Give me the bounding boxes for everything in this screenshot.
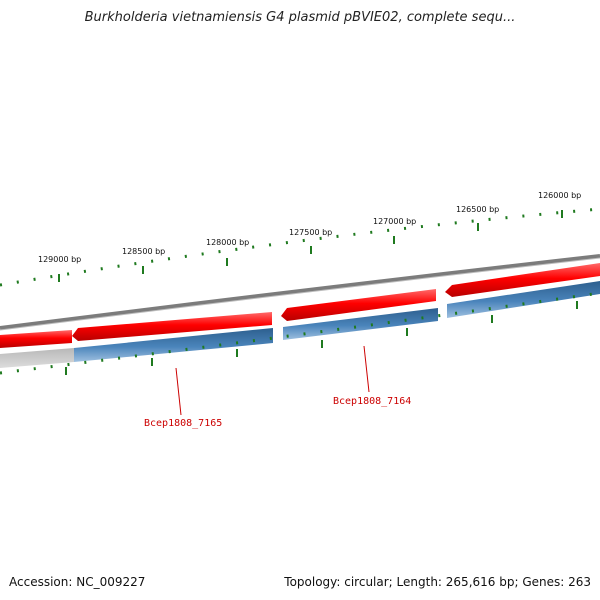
scale-tick-label: 127000 bp xyxy=(373,217,416,226)
reverse-gene-1[interactable] xyxy=(74,328,273,362)
forward-strand-genes xyxy=(0,263,600,348)
scale-tick-label: 128500 bp xyxy=(122,247,165,256)
map-title: Burkholderia vietnamiensis G4 plasmid pB… xyxy=(84,10,516,25)
scale-tick-label: 126000 bp xyxy=(538,191,581,200)
gene-label-leader-2 xyxy=(363,345,370,393)
forward-gene-2[interactable] xyxy=(72,312,272,341)
scale-tick-label: 128000 bp xyxy=(206,238,249,247)
gene-label-bcep1808-7164[interactable]: Bcep1808_7164 xyxy=(333,396,411,407)
scale-ring-dots xyxy=(0,207,600,287)
gene-label-bcep1808-7165[interactable]: Bcep1808_7165 xyxy=(144,418,222,429)
topology-summary-text: Topology: circular; Length: 265,616 bp; … xyxy=(284,575,591,589)
plasmid-backbone xyxy=(0,254,600,330)
scale-ring: 129000 bp 128500 bp 128000 bp 127500 bp 1270… xyxy=(0,191,600,287)
forward-gene-3[interactable] xyxy=(281,289,436,321)
scale-tick-label: 126500 bp xyxy=(456,205,499,214)
inner-scale-major-ticks xyxy=(65,301,578,375)
scale-tick-labels: 129000 bp 128500 bp 128000 bp 127500 bp 1270… xyxy=(38,191,581,264)
reverse-strand-genes xyxy=(0,281,600,368)
plasmid-backbone-highlight xyxy=(0,257,600,331)
reverse-gene-grey[interactable] xyxy=(0,348,74,368)
scale-tick-label: 129000 bp xyxy=(38,255,81,264)
scale-tick-label: 127500 bp xyxy=(289,228,332,237)
gene-label-leader-1 xyxy=(175,367,182,416)
accession-text: Accession: NC_009227 xyxy=(9,575,146,589)
forward-gene-4[interactable] xyxy=(445,263,600,297)
reverse-gene-3[interactable] xyxy=(447,281,600,318)
forward-gene-1[interactable] xyxy=(0,330,72,348)
scale-major-ticks xyxy=(58,210,563,282)
